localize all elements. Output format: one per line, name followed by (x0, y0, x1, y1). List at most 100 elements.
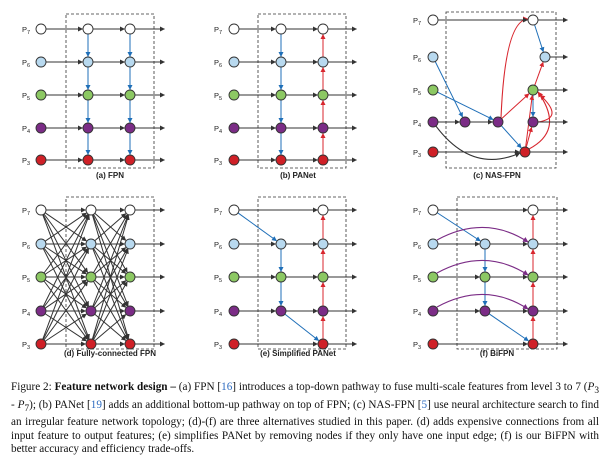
input-node (228, 89, 240, 101)
caption-title: Feature network design – (54, 381, 176, 393)
feature-node (275, 56, 287, 68)
nas-edge (434, 61, 464, 118)
input-node (35, 56, 47, 68)
top-down-arrow (284, 313, 320, 341)
math-sub: 7 (24, 403, 30, 414)
feature-node (527, 305, 539, 317)
feature-node (124, 204, 136, 216)
feature-node (527, 84, 539, 96)
figure-diagram: (a) FPN (b) PANet (c) NAS-FPN (d) Fully-… (22, 11, 568, 358)
input-node (35, 154, 47, 166)
nas-skip-curve (432, 121, 521, 160)
input-node (228, 204, 240, 216)
dense-edge (93, 281, 128, 340)
skip-connection-curve (436, 259, 529, 276)
level-label: P7 (22, 25, 30, 36)
citation-link[interactable]: 5 (421, 398, 428, 411)
math-p: P (17, 398, 25, 411)
level-label: P5 (413, 86, 421, 97)
dashed-box (65, 13, 155, 169)
feature-node (82, 56, 94, 68)
feature-node (82, 23, 94, 35)
feature-node (539, 51, 551, 63)
dashed-box (65, 196, 155, 350)
input-node (228, 122, 240, 134)
level-label: P7 (413, 16, 421, 27)
nas-edge (534, 24, 545, 53)
input-node (427, 51, 439, 63)
feature-node (519, 146, 531, 158)
input-node (427, 305, 439, 317)
feature-node (124, 271, 136, 283)
nas-edge (525, 126, 533, 148)
input-node (35, 338, 47, 350)
input-node (228, 154, 240, 166)
input-node (35, 305, 47, 317)
math-p: P (587, 381, 595, 393)
level-label: P4 (413, 307, 421, 318)
dense-edge (42, 248, 89, 340)
level-label: P6 (413, 240, 421, 251)
feature-node (317, 238, 329, 250)
input-node (35, 271, 47, 283)
level-label: P5 (22, 91, 30, 102)
dense-edge (94, 213, 127, 242)
level-label: P5 (22, 273, 30, 284)
caption-text: ] introduces a top-down pathway to fuse … (232, 381, 588, 393)
feature-node (317, 154, 329, 166)
dense-edge (92, 248, 129, 340)
feature-node (527, 116, 539, 128)
input-node (427, 146, 439, 158)
panel-caption-fcfpn: (d) Fully-connected FPN (64, 349, 156, 358)
level-label: P6 (214, 58, 222, 69)
figure-caption: Figure 2: Feature network design – (a) F… (11, 381, 599, 457)
dense-edge (44, 212, 87, 242)
caption-text: - (11, 398, 18, 411)
input-node (35, 122, 47, 134)
caption-text: ] use neural architecture search to find… (11, 398, 599, 456)
feature-node (85, 238, 97, 250)
input-node (35, 238, 47, 250)
dashed-box (257, 196, 347, 350)
level-label: P3 (413, 340, 421, 351)
feature-node (124, 122, 136, 134)
dense-edge (91, 214, 130, 340)
feature-node (124, 305, 136, 317)
feature-node (124, 56, 136, 68)
level-label: P7 (22, 206, 30, 217)
feature-node (317, 271, 329, 283)
feature-node (527, 338, 539, 350)
level-label: P4 (413, 118, 421, 129)
feature-node (317, 89, 329, 101)
feature-node (82, 154, 94, 166)
input-node (427, 338, 439, 350)
feature-node (85, 204, 97, 216)
feature-node (275, 154, 287, 166)
feature-node (124, 238, 136, 250)
feature-node (479, 305, 491, 317)
nas-edge (437, 91, 494, 121)
feature-node (275, 122, 287, 134)
input-node (35, 89, 47, 101)
nas-edge (500, 125, 522, 149)
caption-text: ] adds an additional bottom-up pathway o… (101, 398, 422, 411)
citation-link[interactable]: 16 (221, 381, 233, 393)
citation-link[interactable]: 19 (90, 398, 102, 411)
level-label: P3 (214, 340, 222, 351)
skip-connection-curve (436, 293, 529, 310)
input-node (427, 14, 439, 26)
feature-node (275, 23, 287, 35)
input-node (427, 204, 439, 216)
input-node (228, 338, 240, 350)
feature-node (479, 271, 491, 283)
input-node (427, 116, 439, 128)
level-label: P6 (22, 240, 30, 251)
panel-caption-simpanet: (e) Simplified PANet (260, 349, 336, 358)
input-node (35, 204, 47, 216)
nas-curve (500, 16, 529, 119)
level-label: P5 (214, 273, 222, 284)
panel-caption-nasfpn: (c) NAS-FPN (473, 171, 521, 180)
dense-edge (42, 214, 90, 307)
level-label: P4 (22, 307, 30, 318)
dense-edge (94, 314, 127, 342)
